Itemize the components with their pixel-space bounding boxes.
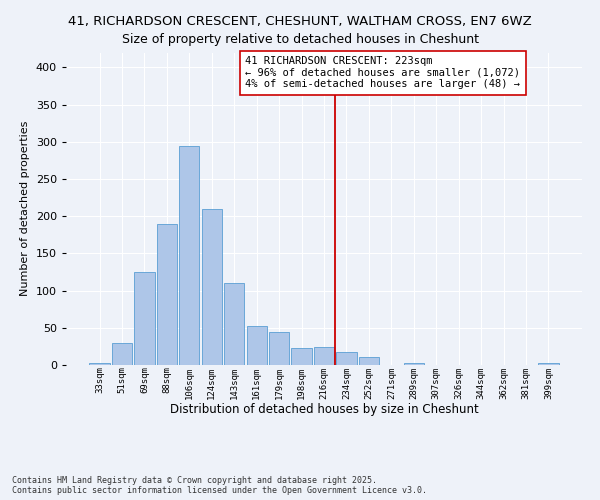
Bar (359, 357, 379, 365)
Bar (157, 224, 177, 365)
Bar (89, 363, 110, 365)
Bar (224, 283, 244, 365)
Bar (538, 363, 559, 365)
Text: 41, RICHARDSON CRESCENT, CHESHUNT, WALTHAM CROSS, EN7 6WZ: 41, RICHARDSON CRESCENT, CHESHUNT, WALTH… (68, 15, 532, 28)
Bar (337, 352, 356, 365)
Bar (269, 332, 289, 365)
Text: Contains HM Land Registry data © Crown copyright and database right 2025.
Contai: Contains HM Land Registry data © Crown c… (12, 476, 427, 495)
Text: 41 RICHARDSON CRESCENT: 223sqm
← 96% of detached houses are smaller (1,072)
4% o: 41 RICHARDSON CRESCENT: 223sqm ← 96% of … (245, 56, 520, 90)
X-axis label: Distribution of detached houses by size in Cheshunt: Distribution of detached houses by size … (170, 403, 478, 416)
Bar (202, 209, 222, 365)
Y-axis label: Number of detached properties: Number of detached properties (20, 121, 30, 296)
Text: Size of property relative to detached houses in Cheshunt: Size of property relative to detached ho… (121, 32, 479, 46)
Bar (179, 146, 199, 365)
Bar (404, 363, 424, 365)
Bar (292, 348, 311, 365)
Bar (134, 272, 155, 365)
Bar (314, 347, 334, 365)
Bar (247, 326, 267, 365)
Bar (112, 342, 132, 365)
